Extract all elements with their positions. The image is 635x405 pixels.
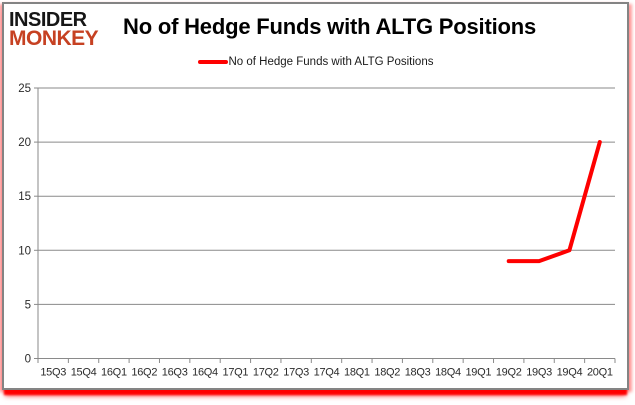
x-axis-label: 17Q3 (283, 367, 309, 379)
y-axis-label: 20 (18, 137, 31, 149)
chart-title: No of Hedge Funds with ALTG Positions (123, 14, 537, 39)
x-axis-label: 15Q4 (71, 367, 97, 379)
series-line (506, 140, 602, 264)
legend: No of Hedge Funds with ALTG Positions (4, 56, 627, 68)
x-axis-label: 15Q3 (40, 367, 66, 379)
x-axis-label: 17Q1 (223, 367, 249, 379)
x-axis-label: 18Q4 (435, 367, 461, 379)
x-axis-label: 20Q1 (587, 367, 613, 379)
insider-monkey-logo: INSIDER MONKEY (9, 9, 121, 50)
y-axis-label: 5 (25, 299, 31, 311)
y-axis-label: 10 (18, 245, 31, 257)
y-axis-label: 0 (25, 354, 31, 366)
legend-line-marker (197, 60, 228, 64)
legend-label: No of Hedge Funds with ALTG Positions (228, 56, 434, 68)
y-axis-label: 25 (18, 83, 31, 95)
chart-svg: 0 5 10 15 20 25 15Q3 15Q4 16Q1 16Q2 16Q3 16Q4 17Q1 17… (18, 83, 616, 379)
x-axis-label: 19Q1 (465, 367, 491, 379)
x-axis-label: 17Q4 (314, 367, 340, 379)
x-axis-label: 18Q3 (405, 367, 431, 379)
x-axis-label: 18Q1 (344, 367, 370, 379)
y-axis-label: 15 (18, 191, 31, 203)
x-axis-label: 16Q1 (101, 367, 127, 379)
x-axis-label: 19Q2 (496, 367, 522, 379)
x-axis-label: 17Q2 (253, 367, 279, 379)
x-axis-label: 16Q2 (131, 367, 157, 379)
chart-header: INSIDER MONKEY No of Hedge Funds with AL… (9, 9, 537, 50)
x-axis-label: 19Q3 (526, 367, 552, 379)
chart-card: INSIDER MONKEY No of Hedge Funds with AL… (2, 2, 629, 390)
logo-insider-text: INSIDER (9, 9, 87, 31)
x-axis-label: 19Q4 (557, 367, 583, 379)
x-axis-label: 16Q4 (192, 367, 218, 379)
logo-monkey-text: MONKEY (9, 27, 99, 50)
x-axis-label: 16Q3 (162, 367, 188, 379)
x-axis-label: 18Q2 (374, 367, 400, 379)
